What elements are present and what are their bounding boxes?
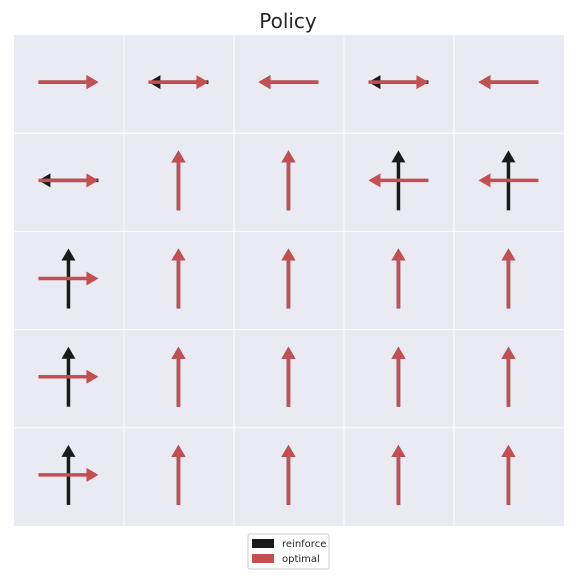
optimal-arrow [171,248,186,309]
optimal-arrow [258,75,319,90]
optimal-arrow [391,248,406,309]
legend-label-reinforce: reinforce [282,539,326,550]
optimal-arrow [391,444,406,505]
optimal-arrow [148,75,209,90]
optimal-arrow [391,346,406,407]
optimal-arrow [38,369,99,384]
reinforce-arrow [501,150,516,211]
legend-swatch-reinforce [252,539,274,548]
optimal-arrow [281,248,296,309]
optimal-arrow [478,173,539,188]
optimal-arrow [38,467,99,482]
optimal-arrow [501,444,516,505]
legend-label-optimal: optimal [282,554,320,565]
optimal-arrow [501,248,516,309]
optimal-arrow [38,271,99,286]
chart-title: Policy [259,9,317,33]
optimal-arrow [38,75,99,90]
optimal-arrow [501,346,516,407]
reinforce-arrow [61,346,76,407]
legend-swatch-optimal [252,554,274,563]
reinforce-arrow [61,248,76,309]
optimal-arrow [281,444,296,505]
optimal-arrow [368,75,429,90]
optimal-arrow [478,75,539,90]
reinforce-arrow [391,150,406,211]
optimal-arrow [38,173,99,188]
optimal-arrow [281,150,296,211]
plot-area [14,35,564,526]
optimal-arrow [171,150,186,211]
optimal-arrow [171,444,186,505]
optimal-arrow [368,173,429,188]
optimal-arrow [281,346,296,407]
optimal-arrow [171,346,186,407]
legend: reinforce optimal [247,533,330,570]
reinforce-arrow [61,444,76,505]
